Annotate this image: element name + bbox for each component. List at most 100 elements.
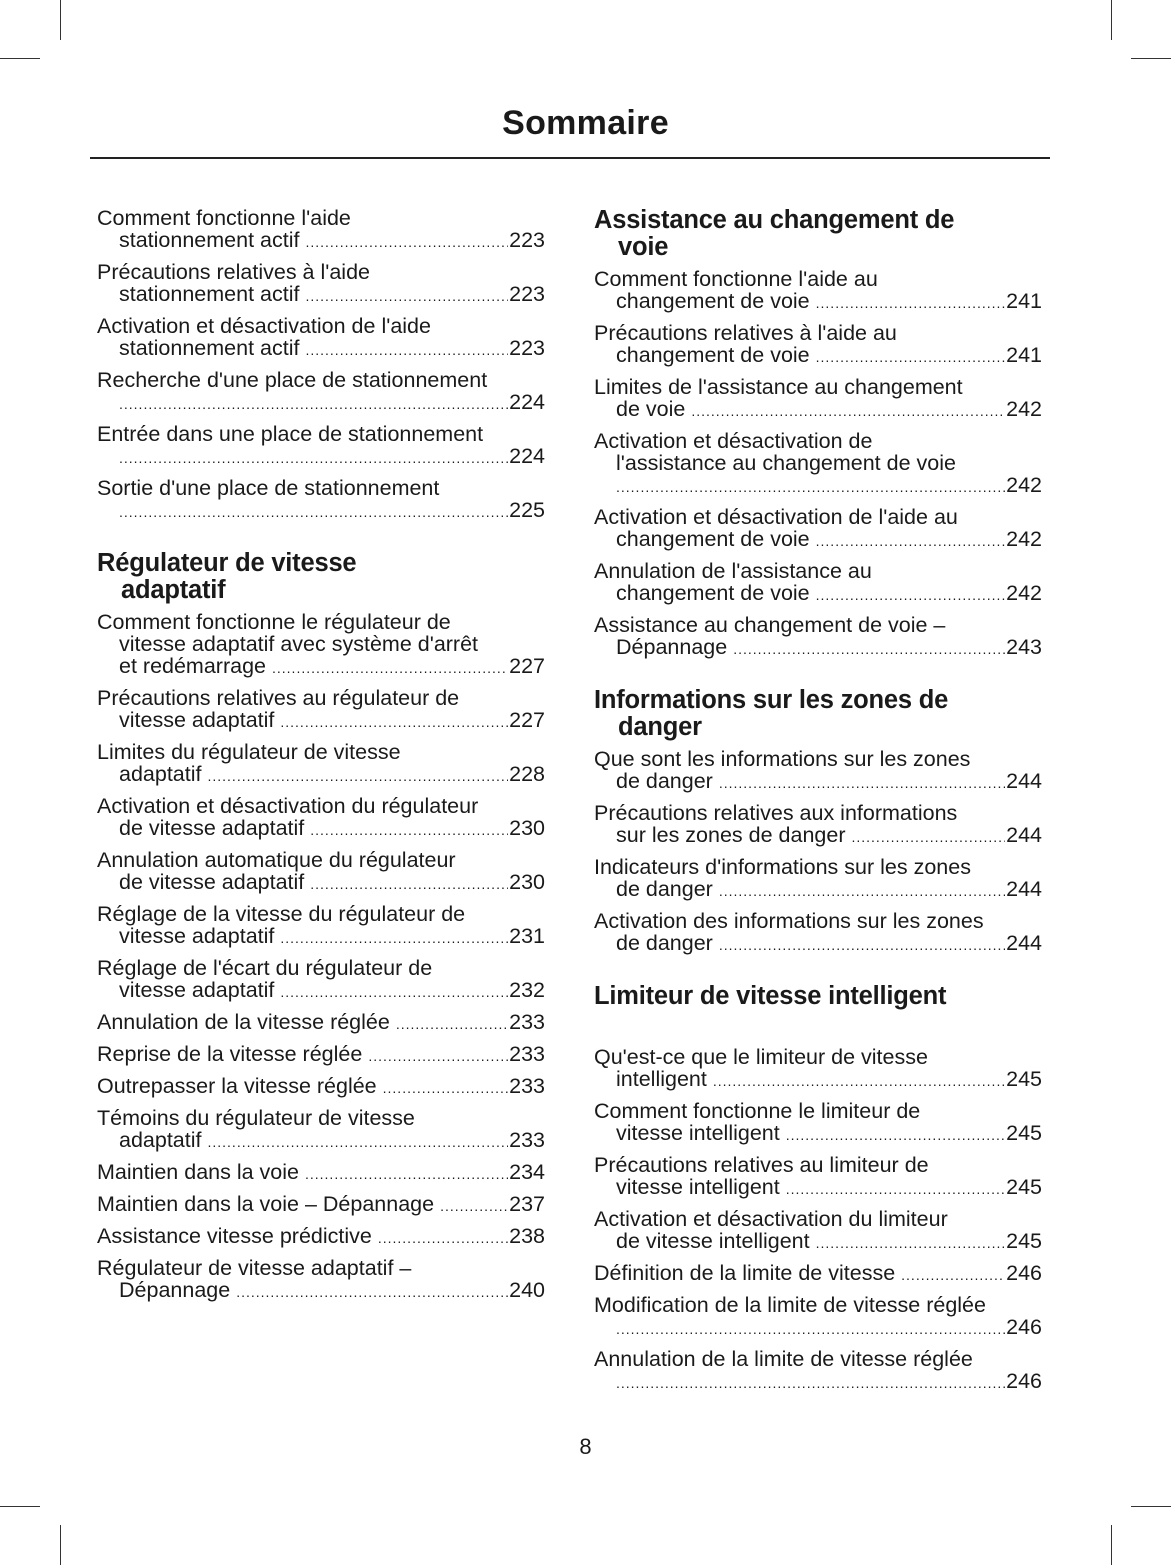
toc-entry[interactable]: Qu'est-ce que le limiteur de vitesse inte… <box>594 1046 1042 1092</box>
toc-entry-page[interactable]: 231 <box>509 924 545 948</box>
toc-entry[interactable]: Comment fonctionne l'aide stationnement a… <box>97 207 545 253</box>
toc-entry-page[interactable]: 243 <box>1006 635 1042 659</box>
toc-entry[interactable]: Outrepasser la vitesse réglée 233 <box>97 1075 545 1099</box>
dot-leader <box>733 638 1005 660</box>
toc-entry-page[interactable]: 234 <box>509 1160 545 1184</box>
toc-entry[interactable]: Activation et désactivation de l'assistan… <box>594 430 1042 498</box>
toc-entry[interactable]: Modification de la limite de vitesse rég… <box>594 1294 1042 1340</box>
toc-entry[interactable]: Régulateur de vitesse adaptatif – Dépanna… <box>97 1257 545 1303</box>
toc-entry-page[interactable]: 241 <box>1006 289 1042 313</box>
toc-entry-page[interactable]: 246 <box>1006 1315 1042 1339</box>
dot-leader <box>901 1264 1005 1286</box>
toc-entry-page[interactable]: 245 <box>1006 1067 1042 1091</box>
toc-entry[interactable]: Précautions relatives au limiteur de vite… <box>594 1154 1042 1200</box>
toc-entry-page[interactable]: 223 <box>509 228 545 252</box>
toc-entry[interactable]: Précautions relatives aux informations su… <box>594 802 1042 848</box>
toc-entry[interactable]: Précautions relatives à l'aide stationnem… <box>97 261 545 307</box>
toc-entry[interactable]: Annulation automatique du régulateur de v… <box>97 849 545 895</box>
toc-entry-page[interactable]: 244 <box>1006 823 1042 847</box>
toc-entry-page[interactable]: 242 <box>1006 397 1042 421</box>
toc-entry[interactable]: Activation et désactivation de l'aide au… <box>594 506 1042 552</box>
toc-entry[interactable]: Activation des informations sur les zone… <box>594 910 1042 956</box>
toc-entry[interactable]: Recherche d'une place de stationnement 22… <box>97 369 545 415</box>
toc-entry[interactable]: Limites de l'assistance au changement de … <box>594 376 1042 422</box>
toc-entry-page[interactable]: 233 <box>509 1042 545 1066</box>
toc-entry[interactable]: Indicateurs d'informations sur les zones… <box>594 856 1042 902</box>
toc-entry[interactable]: Assistance vitesse prédictive 238 <box>97 1225 545 1249</box>
toc-entry-page[interactable]: 225 <box>509 498 545 522</box>
toc-entry-page[interactable]: 246 <box>1006 1369 1042 1393</box>
toc-entry-line: Sortie d'une place de stationnement <box>97 477 545 499</box>
toc-entry-page[interactable]: 242 <box>1006 581 1042 605</box>
toc-entry[interactable]: Reprise de la vitesse réglée 233 <box>97 1043 545 1067</box>
toc-entry[interactable]: Définition de la limite de vitesse 246 <box>594 1262 1042 1286</box>
toc-entry[interactable]: Annulation de la limite de vitesse réglé… <box>594 1348 1042 1394</box>
toc-entry-page[interactable]: 230 <box>509 816 545 840</box>
toc-entry[interactable]: Comment fonctionne le régulateur de vites… <box>97 611 545 679</box>
toc-entry-page[interactable]: 224 <box>509 390 545 414</box>
toc-entry-page[interactable]: 245 <box>1006 1229 1042 1253</box>
toc-entry-page[interactable]: 244 <box>1006 931 1042 955</box>
toc-entry-text: et redémarrage <box>119 654 266 678</box>
toc-entry-page[interactable]: 244 <box>1006 877 1042 901</box>
toc-entry[interactable]: Assistance au changement de voie – Dépann… <box>594 614 1042 660</box>
toc-entry-page[interactable]: 238 <box>509 1224 545 1248</box>
toc-entry-text: Activation et désactivation du limiteur <box>594 1207 948 1231</box>
toc-entry-page[interactable]: 233 <box>509 1128 545 1152</box>
toc-entry-page[interactable]: 223 <box>509 336 545 360</box>
toc-entry-page[interactable]: 228 <box>509 762 545 786</box>
toc-entry[interactable]: Sortie d'une place de stationnement 225 <box>97 477 545 523</box>
toc-entry[interactable]: Activation et désactivation du limiteur d… <box>594 1208 1042 1254</box>
toc-entry-page[interactable]: 241 <box>1006 343 1042 367</box>
toc-entry[interactable]: Précautions relatives au régulateur de vi… <box>97 687 545 733</box>
toc-entry-line: vitesse intelligent 245 <box>594 1176 1042 1200</box>
toc-entry-page[interactable]: 237 <box>509 1192 545 1216</box>
section-heading: Assistance au changement de voie <box>594 207 1042 261</box>
toc-entry-text: Comment fonctionne le régulateur de <box>97 610 451 634</box>
toc-entry-text: Activation et désactivation de l'aide <box>97 314 431 338</box>
toc-entry-text: changement de voie <box>616 581 810 605</box>
toc-entry-page[interactable]: 245 <box>1006 1175 1042 1199</box>
toc-entry-line: l'assistance au changement de voie <box>594 452 1042 474</box>
toc-entry-page[interactable]: 244 <box>1006 769 1042 793</box>
toc-entry[interactable]: Réglage de la vitesse du régulateur de vi… <box>97 903 545 949</box>
toc-entry-page[interactable]: 232 <box>509 978 545 1002</box>
toc-entry[interactable]: Comment fonctionne l'aide au changement d… <box>594 268 1042 314</box>
toc-entry[interactable]: Limites du régulateur de vitesse adaptati… <box>97 741 545 787</box>
toc-entry[interactable]: Maintien dans la voie 234 <box>97 1161 545 1185</box>
toc-entry-page[interactable]: 233 <box>509 1074 545 1098</box>
toc-entry[interactable]: Activation et désactivation de l'aide sta… <box>97 315 545 361</box>
toc-entry-page[interactable]: 242 <box>1006 473 1042 497</box>
toc-entry-page[interactable]: 227 <box>509 708 545 732</box>
toc-entry[interactable]: Que sont les informations sur les zones d… <box>594 748 1042 794</box>
crop-mark <box>1131 1506 1171 1507</box>
dot-leader <box>305 339 508 361</box>
toc-entry[interactable]: Comment fonctionne le limiteur de vitesse… <box>594 1100 1042 1146</box>
toc-entry-page[interactable]: 230 <box>509 870 545 894</box>
toc-entry-page[interactable]: 246 <box>1006 1261 1042 1285</box>
toc-entry[interactable]: Témoins du régulateur de vitesse adaptati… <box>97 1107 545 1153</box>
toc-entry[interactable]: Précautions relatives à l'aide au changem… <box>594 322 1042 368</box>
toc-entry[interactable]: Activation et désactivation du régulateu… <box>97 795 545 841</box>
toc-entry[interactable]: Annulation de la vitesse réglée 233 <box>97 1011 545 1035</box>
toc-entry-page[interactable]: 223 <box>509 282 545 306</box>
toc-entry-page[interactable]: 233 <box>509 1010 545 1034</box>
toc-entry-text: Comment fonctionne l'aide <box>97 206 351 230</box>
toc-entry-text: Assistance au changement de voie – <box>594 613 946 637</box>
toc-entry[interactable]: Entrée dans une place de stationnement 22… <box>97 423 545 469</box>
toc-entry-page[interactable]: 227 <box>509 654 545 678</box>
toc-entry-text: changement de voie <box>616 343 810 367</box>
toc-entry[interactable]: Maintien dans la voie – Dépannage 237 <box>97 1193 545 1217</box>
dot-leader <box>719 934 1005 956</box>
toc-entry[interactable]: Annulation de l'assistance au changement … <box>594 560 1042 606</box>
toc-entry-page[interactable]: 240 <box>509 1278 545 1302</box>
toc-section: Comment fonctionne l'aide stationnement a… <box>97 207 545 523</box>
toc-entry-page[interactable]: 242 <box>1006 527 1042 551</box>
toc-entry-line: intelligent 245 <box>594 1068 1042 1092</box>
toc-entry-line: sur les zones de danger 244 <box>594 824 1042 848</box>
page-title: Sommaire <box>502 104 669 142</box>
toc-entry[interactable]: Réglage de l'écart du régulateur de vites… <box>97 957 545 1003</box>
toc-entry-page[interactable]: 245 <box>1006 1121 1042 1145</box>
toc-entry-page[interactable]: 224 <box>509 444 545 468</box>
dot-leader <box>440 1195 508 1217</box>
